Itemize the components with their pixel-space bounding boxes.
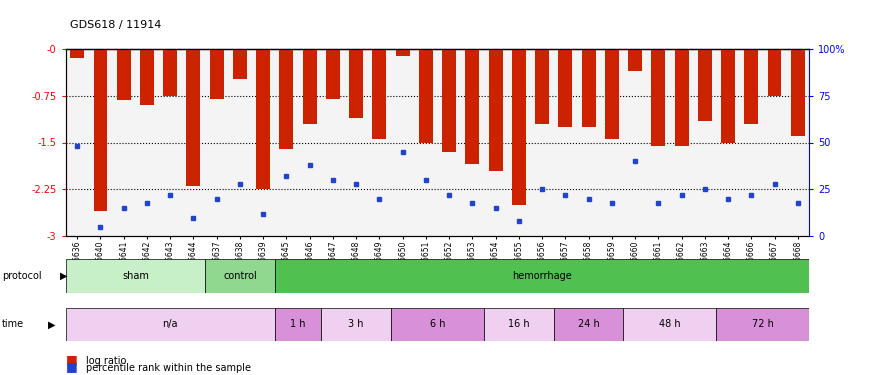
Text: 48 h: 48 h xyxy=(659,320,681,329)
Text: 3 h: 3 h xyxy=(348,320,364,329)
Bar xyxy=(116,49,130,100)
Text: ▶: ▶ xyxy=(60,271,67,280)
Bar xyxy=(745,49,759,124)
Bar xyxy=(279,49,293,149)
Bar xyxy=(628,49,642,70)
Bar xyxy=(442,49,456,152)
Bar xyxy=(558,49,572,127)
Text: GDS618 / 11914: GDS618 / 11914 xyxy=(70,20,161,30)
Text: 6 h: 6 h xyxy=(430,320,445,329)
Bar xyxy=(767,49,781,96)
Bar xyxy=(303,49,317,124)
Text: sham: sham xyxy=(122,271,149,280)
Text: hemorrhage: hemorrhage xyxy=(512,271,572,280)
Text: protocol: protocol xyxy=(2,271,41,280)
Text: 24 h: 24 h xyxy=(578,320,599,329)
Bar xyxy=(275,259,809,292)
Bar xyxy=(140,49,154,105)
Bar xyxy=(512,49,526,205)
Bar xyxy=(488,49,502,171)
Bar xyxy=(321,308,391,341)
Bar xyxy=(791,49,805,136)
Bar xyxy=(326,49,340,99)
Bar xyxy=(391,308,484,341)
Bar xyxy=(721,49,735,142)
Bar xyxy=(466,49,480,164)
Bar xyxy=(256,49,270,189)
Bar xyxy=(554,308,623,341)
Text: ■: ■ xyxy=(66,360,77,373)
Bar xyxy=(349,49,363,117)
Bar xyxy=(275,308,321,341)
Text: 72 h: 72 h xyxy=(752,320,774,329)
Text: 16 h: 16 h xyxy=(508,320,529,329)
Bar xyxy=(698,49,711,121)
Text: ▶: ▶ xyxy=(48,320,56,329)
Bar xyxy=(233,49,247,79)
Bar xyxy=(623,308,717,341)
Bar xyxy=(94,49,108,211)
Bar xyxy=(651,49,665,146)
Text: ■: ■ xyxy=(66,352,77,366)
Text: log ratio: log ratio xyxy=(86,356,126,366)
Text: control: control xyxy=(223,271,257,280)
Bar xyxy=(205,259,275,292)
Bar xyxy=(605,49,619,140)
Text: 1 h: 1 h xyxy=(290,320,305,329)
Bar xyxy=(164,49,177,96)
Bar xyxy=(675,49,689,146)
Bar xyxy=(484,308,554,341)
Bar xyxy=(582,49,596,127)
Text: percentile rank within the sample: percentile rank within the sample xyxy=(86,363,251,373)
Bar xyxy=(210,49,224,99)
Bar xyxy=(396,49,410,56)
Bar xyxy=(419,49,433,142)
Bar xyxy=(717,308,809,341)
Text: n/a: n/a xyxy=(163,320,178,329)
Bar xyxy=(186,49,200,186)
Bar xyxy=(66,259,205,292)
Bar xyxy=(66,308,275,341)
Bar xyxy=(373,49,387,140)
Bar xyxy=(536,49,550,124)
Text: time: time xyxy=(2,320,24,329)
Bar xyxy=(70,49,84,58)
